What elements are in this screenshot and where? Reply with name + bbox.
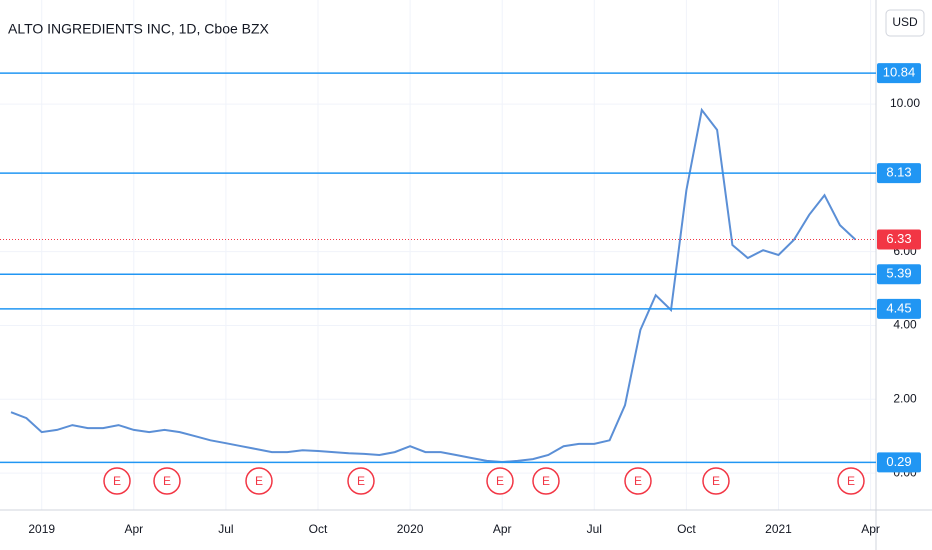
level-label-box (877, 163, 921, 184)
level-label-box (877, 229, 921, 250)
earnings-marker (347, 467, 375, 495)
x-tick-label: 2019 (28, 522, 55, 536)
y-tick-label: 4.00 (893, 318, 917, 332)
earnings-marker (103, 467, 131, 495)
earnings-label: E (496, 474, 504, 488)
earnings-marker (624, 467, 652, 495)
level-label-box (877, 298, 921, 319)
earnings-marker (153, 467, 181, 495)
price-line (10, 107, 856, 464)
earnings-label: E (634, 474, 642, 488)
level-label: 6.33 (886, 231, 911, 246)
earnings-label: E (542, 474, 550, 488)
level-label: 0.29 (886, 454, 911, 469)
level-label: 4.45 (886, 300, 911, 315)
earnings-marker (245, 467, 273, 495)
currency-button[interactable] (885, 9, 925, 37)
currency-label[interactable]: USD (892, 15, 918, 29)
x-tick-label: Apr (124, 522, 143, 536)
x-tick-label: 2020 (397, 522, 424, 536)
earnings-label: E (847, 474, 855, 488)
x-tick-label: Jul (218, 522, 233, 536)
earnings-marker (486, 467, 514, 495)
earnings-label: E (255, 474, 263, 488)
x-tick-label: Oct (677, 522, 696, 536)
level-label-box (877, 63, 921, 84)
earnings-label: E (113, 474, 121, 488)
level-label-box (877, 264, 921, 285)
y-tick-label: 10.00 (890, 96, 920, 110)
earnings-label: E (712, 474, 720, 488)
chart-title: ALTO INGREDIENTS INC, 1D, Cboe BZX (8, 21, 270, 37)
earnings-label: E (163, 474, 171, 488)
x-tick-label: Oct (309, 522, 328, 536)
earnings-marker (532, 467, 560, 495)
earnings-label: E (357, 474, 365, 488)
level-label: 8.13 (886, 165, 911, 180)
level-label: 10.84 (883, 65, 916, 80)
x-tick-label: Apr (493, 522, 512, 536)
y-tick-label: 2.00 (893, 391, 917, 405)
earnings-marker (702, 467, 730, 495)
earnings-marker (837, 467, 865, 495)
x-tick-label: 2021 (765, 522, 792, 536)
x-tick-label: Apr (861, 522, 880, 536)
level-label: 5.39 (886, 266, 911, 281)
x-tick-label: Jul (587, 522, 602, 536)
level-label-box (877, 452, 921, 473)
